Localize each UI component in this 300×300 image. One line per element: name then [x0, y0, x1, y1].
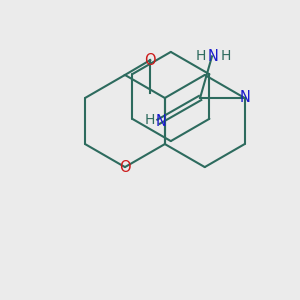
Text: H: H: [221, 50, 231, 63]
Text: H: H: [196, 50, 206, 63]
Text: N: N: [239, 91, 250, 106]
Text: O: O: [119, 160, 131, 175]
Text: O: O: [144, 52, 156, 68]
Text: H: H: [145, 113, 155, 127]
Text: N: N: [155, 114, 166, 129]
Text: N: N: [208, 49, 219, 64]
